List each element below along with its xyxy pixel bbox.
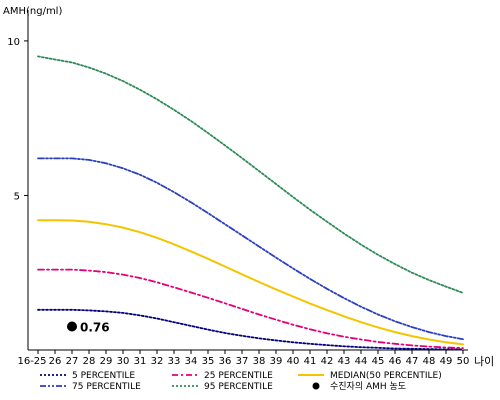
x-tick-label-46: 46 <box>389 356 402 367</box>
legend-label-3: 95 PERCENTILE <box>204 382 273 392</box>
x-tick-label-48: 48 <box>423 356 436 367</box>
legend-point-label: 수진자의 AMH 농도 <box>330 381 406 392</box>
y-axis-label: AMH(ng/ml) <box>3 6 62 17</box>
y-tick-label-10: 10 <box>7 37 20 48</box>
axes: 5 10 16-25 26 27 28 29 30 31 32 33 34 35 36 37 38 39 40 41… <box>7 10 469 367</box>
x-tick-label-31: 31 <box>134 356 147 367</box>
x-tick-label-50: 50 <box>457 356 470 367</box>
x-tick-label-33: 33 <box>168 356 181 367</box>
patient-amh-point <box>67 321 77 332</box>
legend-label-2: 25 PERCENTILE <box>204 371 273 381</box>
series-line-2 <box>37 219 464 346</box>
x-tick-label-40: 40 <box>287 356 300 367</box>
x-axis-label: 나이 <box>474 355 494 368</box>
point-layer: 0.76 <box>67 321 110 335</box>
series-layer <box>37 55 464 351</box>
x-tick-label-34: 34 <box>185 356 198 367</box>
patient-amh-value: 0.76 <box>80 321 110 335</box>
x-tick-label-47: 47 <box>406 356 419 367</box>
y-tick-label-5: 5 <box>14 191 20 202</box>
legend-label-4: MEDIAN(50 PERCENTILE) <box>330 371 442 381</box>
legend-label-0: 5 PERCENTILE <box>72 371 135 381</box>
x-tick-label-16-25: 16-25 <box>17 356 46 367</box>
series-line-3 <box>37 157 464 341</box>
x-tick-label-43: 43 <box>338 356 351 367</box>
x-tick-label-27: 27 <box>66 356 79 367</box>
legend-point-marker <box>312 382 320 390</box>
x-tick-label-32: 32 <box>151 356 164 367</box>
x-tick-label-49: 49 <box>440 356 453 367</box>
x-tick-label-30: 30 <box>117 356 130 367</box>
legend-label-1: 75 PERCENTILE <box>72 382 141 392</box>
x-tick-label-35: 35 <box>202 356 215 367</box>
x-tick-label-45: 45 <box>372 356 385 367</box>
series-line-4 <box>37 55 464 294</box>
x-tick-label-37: 37 <box>236 356 249 367</box>
x-tick-label-39: 39 <box>270 356 283 367</box>
x-tick-label-38: 38 <box>253 356 266 367</box>
series-line-1 <box>37 268 464 350</box>
x-tick-label-44: 44 <box>355 356 368 367</box>
x-tick-label-28: 28 <box>83 356 96 367</box>
series-line-0 <box>37 308 464 351</box>
x-tick-label-36: 36 <box>219 356 232 367</box>
x-tick-label-42: 42 <box>321 356 334 367</box>
x-tick-label-26: 26 <box>49 356 62 367</box>
x-tick-label-41: 41 <box>304 356 317 367</box>
x-tick-label-29: 29 <box>100 356 113 367</box>
